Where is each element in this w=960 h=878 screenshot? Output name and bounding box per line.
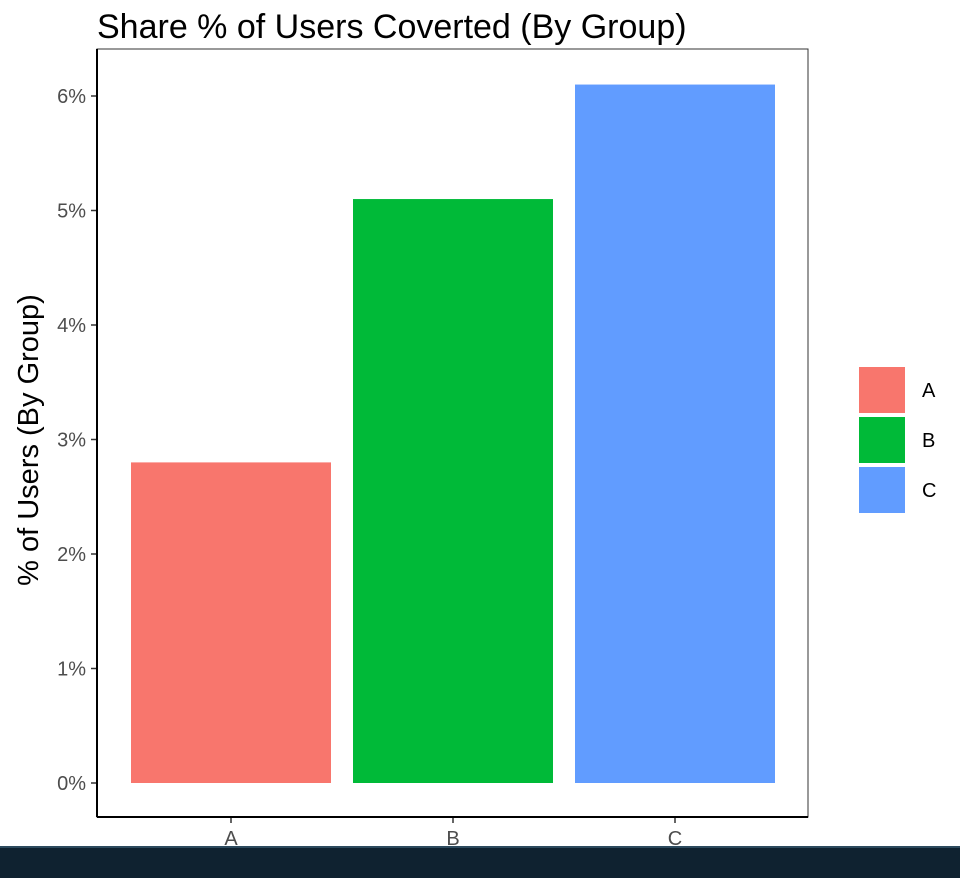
bar-chart: Share % of Users Coverted (By Group) % o… [13, 8, 936, 846]
bar-b [353, 199, 553, 784]
legend: A B C [859, 367, 936, 513]
legend-key-b [859, 417, 905, 463]
x-axis-ticks: A B C [224, 817, 682, 846]
y-tick-label: 1% [57, 659, 86, 681]
x-tick-label: B [446, 828, 459, 846]
y-tick-label: 3% [57, 430, 86, 452]
y-axis-ticks: 0% 1% 2% 3% 4% 5% 6% [57, 86, 97, 795]
legend-key-c [859, 467, 905, 513]
legend-label-b: B [922, 430, 935, 452]
y-tick-label: 5% [57, 201, 86, 223]
bars-group [131, 84, 775, 784]
legend-label-a: A [922, 380, 936, 402]
x-tick-label: C [668, 828, 682, 846]
window-bottom-bar [0, 846, 960, 878]
y-axis-label: % of Users (By Group) [13, 294, 45, 586]
legend-label-c: C [922, 480, 936, 502]
y-tick-label: 2% [57, 544, 86, 566]
bar-a [131, 462, 331, 783]
chart-title: Share % of Users Coverted (By Group) [97, 8, 687, 46]
legend-key-a [859, 367, 905, 413]
y-tick-label: 0% [57, 773, 86, 795]
x-tick-label: A [224, 828, 238, 846]
bar-c [575, 84, 775, 784]
y-tick-label: 6% [57, 86, 86, 108]
y-tick-label: 4% [57, 315, 86, 337]
